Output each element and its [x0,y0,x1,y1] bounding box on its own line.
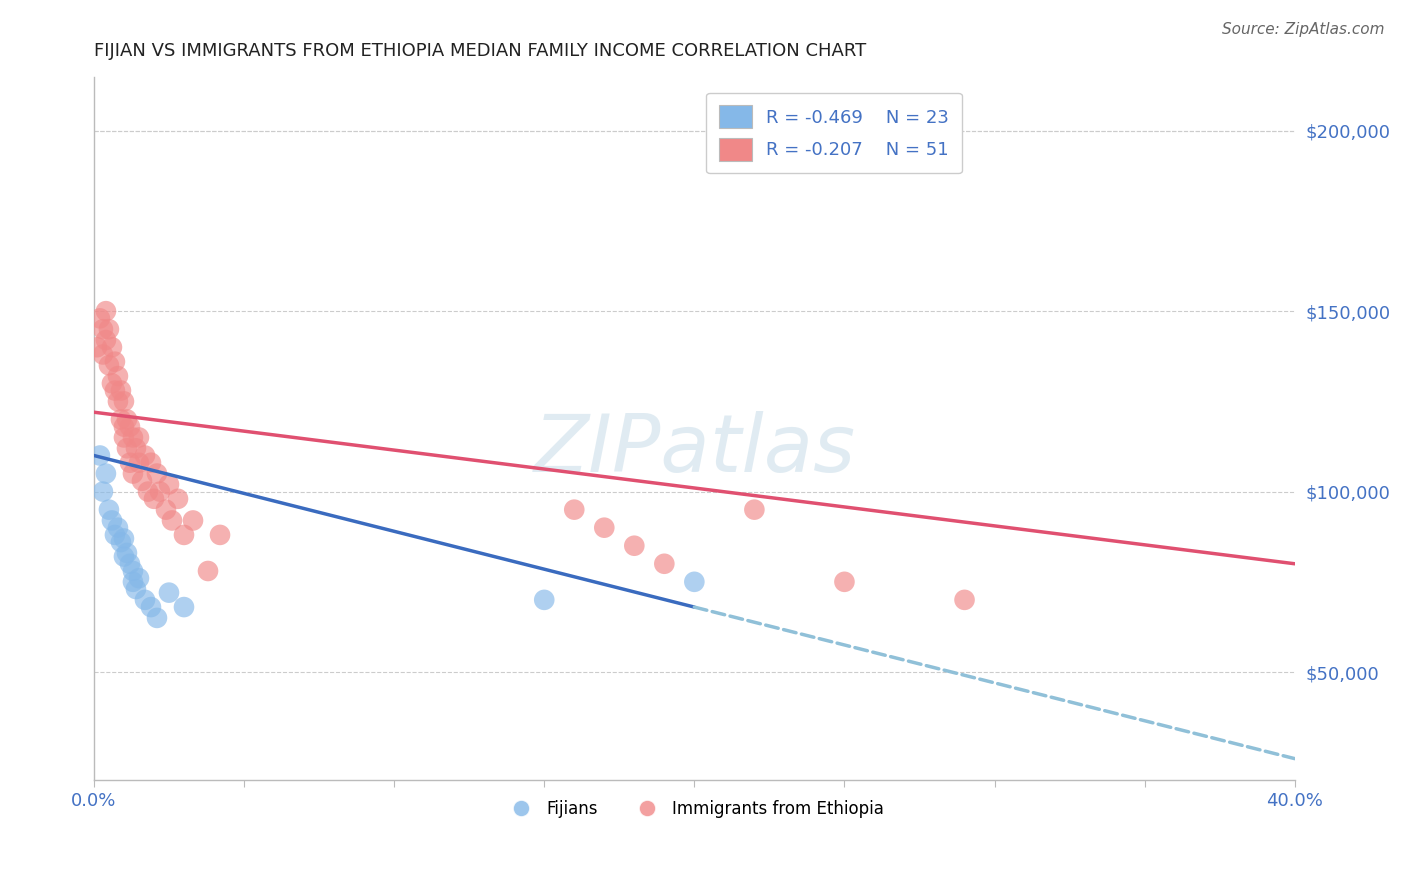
Point [683,574,706,589]
Point [104,384,127,398]
Point [89,311,111,326]
Point [94,304,117,318]
Point [157,585,180,599]
Point [104,354,127,368]
Point [110,384,132,398]
Point [118,557,141,571]
Point [97,502,120,516]
Point [134,449,156,463]
Point [139,456,162,470]
Point [593,521,616,535]
Point [134,592,156,607]
Point [139,600,162,615]
Point [125,582,148,596]
Point [208,528,231,542]
Point [115,546,138,560]
Point [181,513,204,527]
Point [125,442,148,456]
Point [149,484,172,499]
Point [107,394,129,409]
Point [110,412,132,426]
Text: Source: ZipAtlas.com: Source: ZipAtlas.com [1222,22,1385,37]
Point [157,477,180,491]
Point [112,549,135,564]
Point [112,532,135,546]
Point [623,539,645,553]
Point [652,557,675,571]
Point [146,467,169,481]
Point [112,419,135,434]
Point [107,369,129,384]
Point [89,449,111,463]
Point [118,419,141,434]
Point [143,491,166,506]
Text: ZIPatlas: ZIPatlas [533,410,855,489]
Point [94,467,117,481]
Point [101,513,124,527]
Point [86,340,108,354]
Point [146,611,169,625]
Point [112,394,135,409]
Point [128,571,150,585]
Point [115,412,138,426]
Point [173,600,195,615]
Point [107,521,129,535]
Point [173,528,195,542]
Point [94,333,117,347]
Point [136,484,159,499]
Point [122,430,145,444]
Point [744,502,766,516]
Point [167,491,190,506]
Point [122,467,145,481]
Point [91,322,114,336]
Point [122,574,145,589]
Point [91,484,114,499]
Legend: Fijians, Immigrants from Ethiopia: Fijians, Immigrants from Ethiopia [498,793,891,825]
Point [115,442,138,456]
Point [160,513,183,527]
Point [155,502,177,516]
Point [118,456,141,470]
Point [128,430,150,444]
Point [533,592,555,607]
Point [97,322,120,336]
Point [562,502,585,516]
Point [197,564,219,578]
Point [128,456,150,470]
Point [97,359,120,373]
Text: FIJIAN VS IMMIGRANTS FROM ETHIOPIA MEDIAN FAMILY INCOME CORRELATION CHART: FIJIAN VS IMMIGRANTS FROM ETHIOPIA MEDIA… [94,42,866,60]
Point [834,574,856,589]
Point [953,592,976,607]
Point [131,474,153,488]
Point [91,347,114,361]
Point [101,340,124,354]
Point [110,535,132,549]
Point [112,430,135,444]
Point [104,528,127,542]
Point [122,564,145,578]
Point [101,376,124,391]
